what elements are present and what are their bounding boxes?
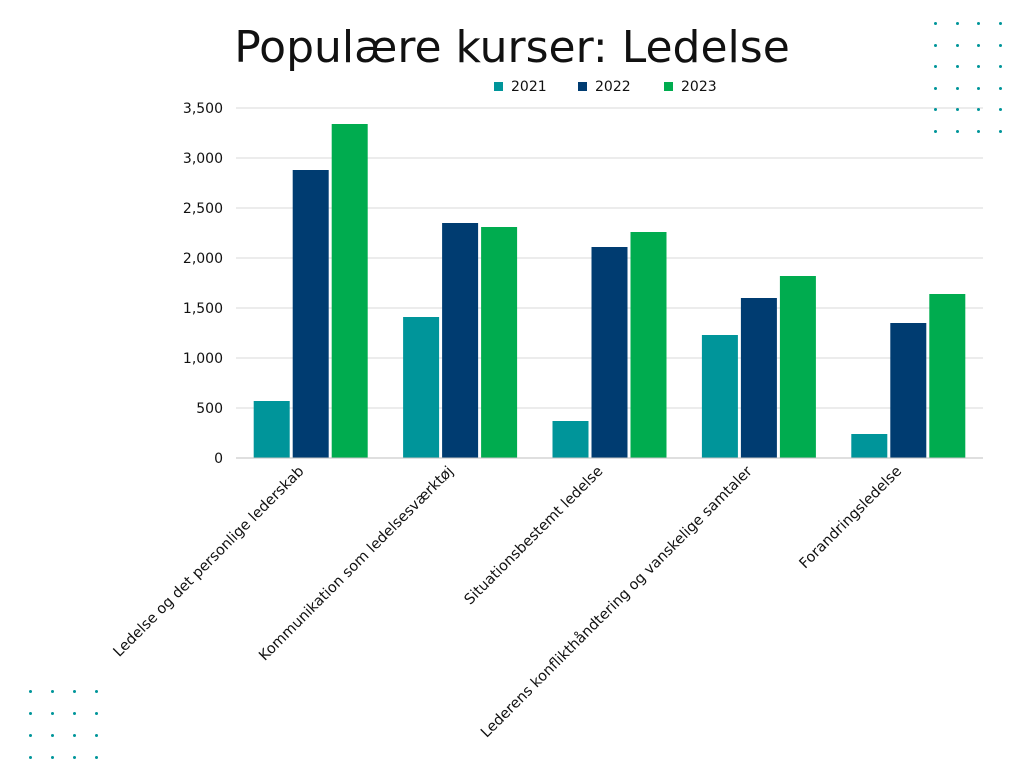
bar-2021	[403, 317, 440, 458]
y-tick-label: 3,000	[183, 151, 223, 167]
decor-dot	[73, 712, 76, 715]
decor-dot	[998, 65, 1002, 68]
legend-swatch-2023	[664, 82, 673, 91]
legend-label-2021: 2021	[511, 79, 547, 95]
bar-2022	[890, 323, 927, 458]
bar-2021	[701, 335, 738, 458]
decor-dot	[955, 43, 959, 47]
bar-2022	[591, 247, 628, 458]
bar-2023	[481, 227, 518, 458]
bar-2022	[740, 298, 777, 458]
decor-dot	[977, 22, 980, 25]
decor-dot	[934, 86, 937, 90]
decor-dot	[934, 22, 937, 25]
y-tick-label: 500	[196, 401, 223, 417]
bar-2023	[630, 232, 667, 458]
bar-2023	[331, 124, 368, 458]
legend-label-2022: 2022	[595, 79, 631, 95]
decor-dot	[95, 734, 98, 737]
decor-dot	[955, 22, 959, 25]
decor-dot	[51, 734, 54, 737]
decor-dot	[73, 756, 76, 759]
decor-dot	[998, 43, 1002, 47]
bar-2022	[442, 223, 479, 458]
decor-dot	[955, 86, 959, 90]
decor-dot	[73, 734, 76, 737]
decor-dot	[998, 86, 1002, 90]
decor-dot	[51, 690, 54, 693]
y-tick-label: 1,500	[183, 301, 223, 317]
bar-2021	[552, 421, 589, 458]
x-tick-label: Lederens konflikthåndtering og vanskelig…	[477, 463, 755, 741]
decor-dot	[95, 690, 98, 693]
decor-dot	[95, 712, 98, 715]
decor-dot	[955, 65, 959, 68]
decor-dot	[977, 129, 980, 133]
decor-dot	[977, 65, 980, 68]
decor-dot	[934, 108, 937, 111]
legend-label-2023: 2023	[681, 79, 717, 95]
decor-dot	[955, 108, 959, 111]
y-tick-label: 0	[214, 451, 223, 467]
decor-dot	[934, 43, 937, 47]
chart-title: Populære kurser: Ledelse	[234, 22, 790, 73]
decor-dot	[955, 129, 959, 133]
decor-dot	[29, 712, 32, 715]
y-tick-label: 1,000	[183, 351, 223, 367]
decor-dot	[977, 43, 980, 47]
bar-2021	[253, 401, 290, 458]
decor-dot	[998, 129, 1002, 133]
bar-2023	[929, 294, 966, 458]
decor-dot	[73, 690, 76, 693]
decor-dot	[29, 690, 32, 693]
decor-dot	[934, 129, 937, 133]
decor-dot	[51, 712, 54, 715]
y-tick-label: 3,500	[183, 101, 223, 117]
decor-dot	[998, 108, 1002, 111]
y-tick-label: 2,000	[183, 251, 223, 267]
decor-dot	[977, 86, 980, 90]
y-tick-label: 2,500	[183, 201, 223, 217]
decor-dot	[51, 756, 54, 759]
bar-2023	[779, 276, 816, 458]
decor-dot	[29, 734, 32, 737]
decor-dot	[934, 65, 937, 68]
bar-2021	[851, 434, 888, 458]
decor-dot	[95, 756, 98, 759]
decor-dot	[977, 108, 980, 111]
decor-dot	[29, 756, 32, 759]
bar-2022	[292, 170, 329, 458]
decor-dot	[998, 22, 1002, 25]
legend-swatch-2021	[494, 82, 503, 91]
legend-swatch-2022	[578, 82, 587, 91]
x-tick-label: Situationsbestemt ledelse	[462, 463, 607, 608]
x-tick-label: Forandringsledelse	[797, 463, 906, 572]
